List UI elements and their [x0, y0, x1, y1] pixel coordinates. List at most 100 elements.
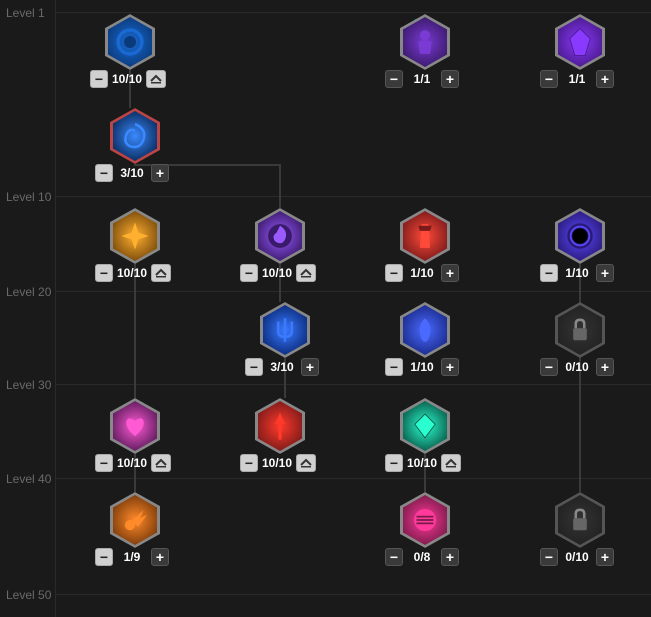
skill-hexagon[interactable] — [555, 302, 605, 358]
decrement-button[interactable]: − — [540, 70, 558, 88]
skill-points: 10/10 — [112, 72, 142, 86]
decrement-button[interactable]: − — [245, 358, 263, 376]
skill-points: 10/10 — [262, 266, 292, 280]
decrement-button[interactable]: − — [90, 70, 108, 88]
skill-hexagon[interactable] — [255, 398, 305, 454]
increment-button[interactable]: + — [596, 70, 614, 88]
skill-points: 0/10 — [562, 550, 592, 564]
decrement-button[interactable]: − — [95, 264, 113, 282]
skill-hexagon[interactable]: SP — [400, 14, 450, 70]
spear-icon — [263, 409, 297, 443]
skill-node-n1[interactable] — [105, 14, 155, 70]
skill-hexagon[interactable] — [110, 492, 160, 548]
tower-icon — [408, 219, 442, 253]
max-button[interactable] — [296, 264, 316, 282]
skill-node-n4[interactable] — [110, 108, 160, 164]
max-button[interactable] — [151, 454, 171, 472]
skill-node-n5[interactable] — [110, 208, 160, 264]
skill-hexagon[interactable] — [110, 208, 160, 264]
heart-icon — [118, 409, 152, 443]
level-label: Level 30 — [6, 378, 51, 392]
skill-hexagon[interactable] — [110, 398, 160, 454]
skill-node-n6[interactable] — [255, 208, 305, 264]
decrement-button[interactable]: − — [95, 548, 113, 566]
decrement-button[interactable]: − — [385, 454, 403, 472]
swirl-icon — [118, 119, 152, 153]
skill-hexagon[interactable] — [400, 208, 450, 264]
decrement-button[interactable]: − — [385, 264, 403, 282]
decrement-button[interactable]: − — [95, 454, 113, 472]
skill-hexagon[interactable] — [110, 108, 160, 164]
increment-button[interactable]: + — [441, 264, 459, 282]
increment-button[interactable]: + — [441, 70, 459, 88]
increment-button[interactable]: + — [301, 358, 319, 376]
increment-button[interactable]: + — [596, 548, 614, 566]
decrement-button[interactable]: − — [95, 164, 113, 182]
skill-node-n17[interactable] — [555, 492, 605, 548]
skill-node-n11[interactable] — [555, 302, 605, 358]
skill-hexagon[interactable] — [400, 492, 450, 548]
decrement-button[interactable]: − — [240, 454, 258, 472]
hole-icon — [563, 219, 597, 253]
skill-hexagon[interactable] — [400, 398, 450, 454]
skill-controls: −1/10+ — [385, 264, 459, 282]
skill-hexagon[interactable] — [555, 492, 605, 548]
skill-connector — [279, 164, 281, 208]
increment-button[interactable]: + — [441, 358, 459, 376]
skill-hexagon[interactable] — [260, 302, 310, 358]
skill-node-n3[interactable] — [555, 14, 605, 70]
skill-points: 1/10 — [407, 360, 437, 374]
skill-node-n15[interactable] — [110, 492, 160, 548]
skill-connector — [579, 264, 581, 492]
increment-button[interactable]: + — [596, 358, 614, 376]
crystal-icon — [563, 25, 597, 59]
decrement-button[interactable]: − — [240, 264, 258, 282]
decrement-button[interactable]: − — [385, 548, 403, 566]
skill-points: 0/10 — [562, 360, 592, 374]
max-button[interactable] — [151, 264, 171, 282]
skill-points: 10/10 — [262, 456, 292, 470]
skill-hexagon[interactable] — [255, 208, 305, 264]
skill-node-n2[interactable]: SP — [400, 14, 450, 70]
decrement-button[interactable]: − — [385, 358, 403, 376]
skill-node-n10[interactable] — [400, 302, 450, 358]
decrement-button[interactable]: − — [540, 358, 558, 376]
max-button[interactable] — [296, 454, 316, 472]
skill-hexagon[interactable] — [555, 208, 605, 264]
skill-points: 3/10 — [267, 360, 297, 374]
skill-hexagon[interactable] — [555, 14, 605, 70]
skill-node-n8[interactable] — [555, 208, 605, 264]
blast-icon — [118, 503, 152, 537]
skill-controls: −3/10 + — [245, 358, 319, 376]
skill-node-n12[interactable] — [110, 398, 160, 454]
grid-line — [55, 196, 651, 197]
decrement-button[interactable]: − — [540, 548, 558, 566]
increment-button[interactable]: + — [151, 164, 169, 182]
skill-points: 1/9 — [117, 550, 147, 564]
max-button[interactable] — [441, 454, 461, 472]
skill-node-n13[interactable] — [255, 398, 305, 454]
grid-vertical-line — [55, 0, 56, 617]
level-label: Level 50 — [6, 588, 51, 602]
skill-node-n7[interactable] — [400, 208, 450, 264]
decrement-button[interactable]: − — [385, 70, 403, 88]
skill-controls: −0/8+ — [385, 548, 459, 566]
vortex-icon — [263, 219, 297, 253]
skill-points: 1/10 — [562, 266, 592, 280]
increment-button[interactable]: + — [596, 264, 614, 282]
skill-node-n16[interactable] — [400, 492, 450, 548]
increment-button[interactable]: + — [151, 548, 169, 566]
burst-icon — [118, 219, 152, 253]
trident-icon — [268, 313, 302, 347]
skill-node-n9[interactable] — [260, 302, 310, 358]
skill-controls: −1/9 + — [95, 548, 169, 566]
increment-button[interactable]: + — [441, 548, 459, 566]
decrement-button[interactable]: − — [540, 264, 558, 282]
skill-controls: −1/1+ — [385, 70, 459, 88]
max-button[interactable] — [146, 70, 166, 88]
skill-node-n14[interactable] — [400, 398, 450, 454]
skill-controls: −10/10 — [95, 454, 171, 472]
skill-hexagon[interactable] — [105, 14, 155, 70]
skill-controls: −10/10 — [90, 70, 166, 88]
skill-hexagon[interactable] — [400, 302, 450, 358]
